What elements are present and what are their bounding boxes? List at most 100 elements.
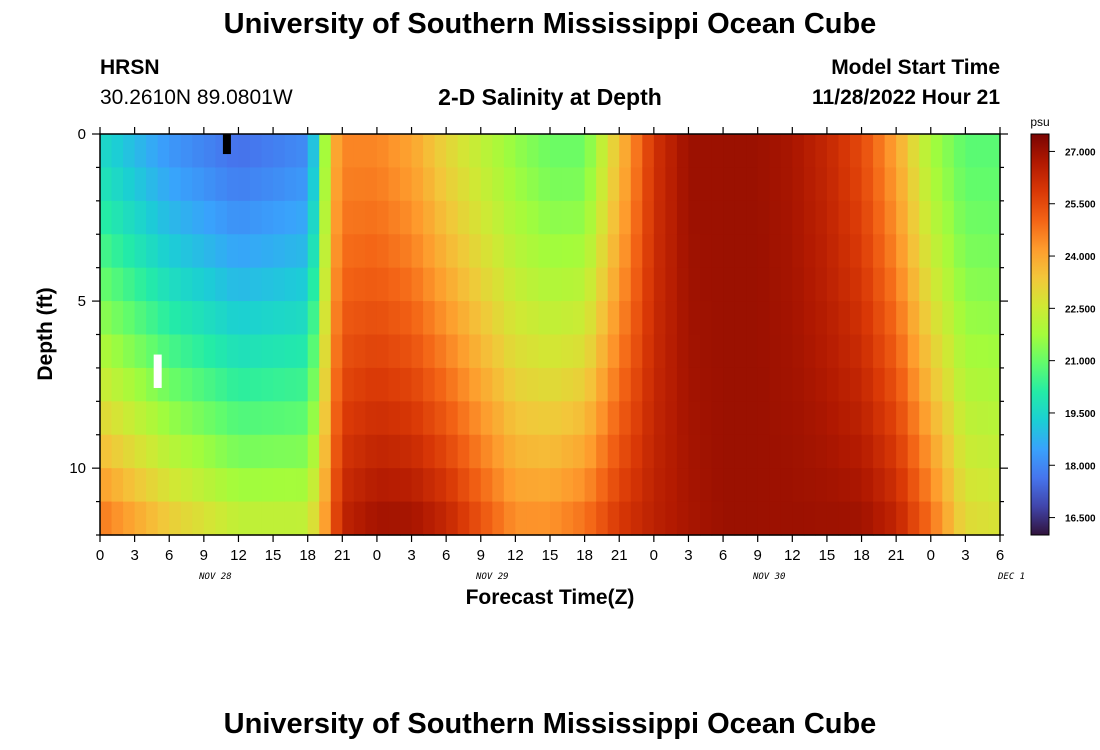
heatmap-cell: [180, 234, 193, 269]
heatmap-cell: [942, 134, 955, 169]
heatmap-cell: [353, 167, 366, 202]
heatmap-cell: [780, 334, 793, 369]
heatmap-cell: [192, 134, 205, 169]
x-tick-label: 18: [853, 547, 870, 564]
heatmap-cell: [250, 468, 263, 503]
heatmap-cell: [953, 468, 966, 503]
heatmap-cell: [723, 267, 736, 302]
heatmap-cell: [503, 134, 516, 169]
heatmap-cell: [953, 234, 966, 269]
heatmap-cell: [711, 334, 724, 369]
heatmap-cell: [250, 134, 263, 169]
x-day-label: NOV 30: [752, 572, 786, 582]
heatmap-cell: [815, 200, 828, 235]
heatmap-cell: [850, 200, 863, 235]
heatmap-cell: [584, 501, 597, 536]
heatmap-cell: [503, 434, 516, 469]
heatmap-cell: [388, 267, 401, 302]
heatmap-cell: [826, 167, 840, 202]
heatmap-cell: [803, 334, 816, 369]
heatmap-cell: [400, 501, 413, 536]
heatmap-cell: [907, 301, 920, 336]
heatmap-cell: [700, 367, 713, 402]
heatmap-cell: [261, 234, 274, 269]
heatmap-cell: [630, 434, 643, 469]
heatmap-cell: [746, 134, 759, 169]
heatmap-cell: [596, 367, 609, 402]
heatmap-cell: [146, 267, 159, 302]
heatmap-cell: [123, 200, 136, 235]
heatmap-cell: [238, 367, 251, 402]
heatmap-cell: [838, 334, 851, 369]
heatmap-cell: [873, 301, 886, 336]
heatmap-cell: [838, 367, 851, 402]
heatmap-cell: [180, 401, 193, 436]
heatmap-cell: [411, 401, 424, 436]
heatmap-cell: [526, 434, 540, 469]
heatmap-cell: [526, 401, 540, 436]
heatmap-cell: [711, 200, 724, 235]
heatmap-cell: [226, 501, 240, 536]
heatmap-cell: [792, 200, 805, 235]
colorbar-tick-label: 24.000: [1065, 252, 1096, 263]
heatmap-cell: [630, 134, 643, 169]
heatmap-cell: [919, 334, 932, 369]
heatmap-cell: [330, 200, 343, 235]
heatmap-cell: [157, 401, 170, 436]
heatmap-cell: [596, 468, 609, 503]
heatmap-cell: [515, 301, 528, 336]
heatmap-cell: [780, 167, 793, 202]
heatmap-cell: [596, 167, 609, 202]
colorbar-tick-label: 22.500: [1065, 304, 1096, 315]
heatmap-cell: [700, 434, 713, 469]
heatmap-cell: [296, 501, 309, 536]
heatmap-cell: [815, 334, 828, 369]
heatmap-cell: [261, 167, 274, 202]
heatmap-cell: [134, 267, 147, 302]
heatmap-cell: [388, 434, 401, 469]
heatmap-cell: [400, 301, 413, 336]
heatmap-cell: [815, 134, 828, 169]
heatmap-cell: [376, 134, 390, 169]
heatmap-cell: [434, 134, 447, 169]
heatmap-cell: [930, 434, 943, 469]
heatmap-cell: [653, 367, 666, 402]
x-tick-label: 3: [407, 547, 415, 564]
heatmap-cell: [803, 301, 816, 336]
x-tick-label: 12: [784, 547, 801, 564]
heatmap-cell: [238, 167, 251, 202]
heatmap-cell: [284, 334, 297, 369]
x-axis-title: Forecast Time(Z): [466, 586, 635, 609]
heatmap-cell: [180, 468, 193, 503]
heatmap-cell: [884, 367, 897, 402]
heatmap-cell: [330, 134, 343, 169]
heatmap-cell: [965, 134, 978, 169]
heatmap-cell: [619, 267, 632, 302]
heatmap-cell: [573, 200, 586, 235]
heatmap-cell: [607, 501, 620, 536]
heatmap-cell: [630, 234, 643, 269]
heatmap-cell: [907, 434, 920, 469]
heatmap-cell: [457, 334, 470, 369]
heatmap-cell: [238, 434, 251, 469]
heatmap-cell: [550, 234, 563, 269]
heatmap-cell: [873, 267, 886, 302]
heatmap-cell: [203, 167, 216, 202]
heatmap-cell: [561, 468, 574, 503]
heatmap-cell: [838, 267, 851, 302]
heatmap-cell: [815, 501, 828, 536]
heatmap-cell: [273, 234, 286, 269]
x-tick-label: 12: [507, 547, 524, 564]
heatmap-cell: [100, 367, 113, 402]
heatmap-cell: [803, 134, 816, 169]
colorbar-tick-label: 25.500: [1065, 200, 1096, 211]
heatmap-cell: [146, 401, 159, 436]
heatmap-cell: [630, 501, 643, 536]
heatmap-cell: [307, 367, 320, 402]
heatmap-cell: [365, 468, 378, 503]
heatmap-cell: [826, 401, 840, 436]
x-tick-label: 9: [477, 547, 485, 564]
heatmap-cell: [630, 301, 643, 336]
heatmap-cell: [607, 134, 620, 169]
x-tick-label: 0: [96, 547, 104, 564]
